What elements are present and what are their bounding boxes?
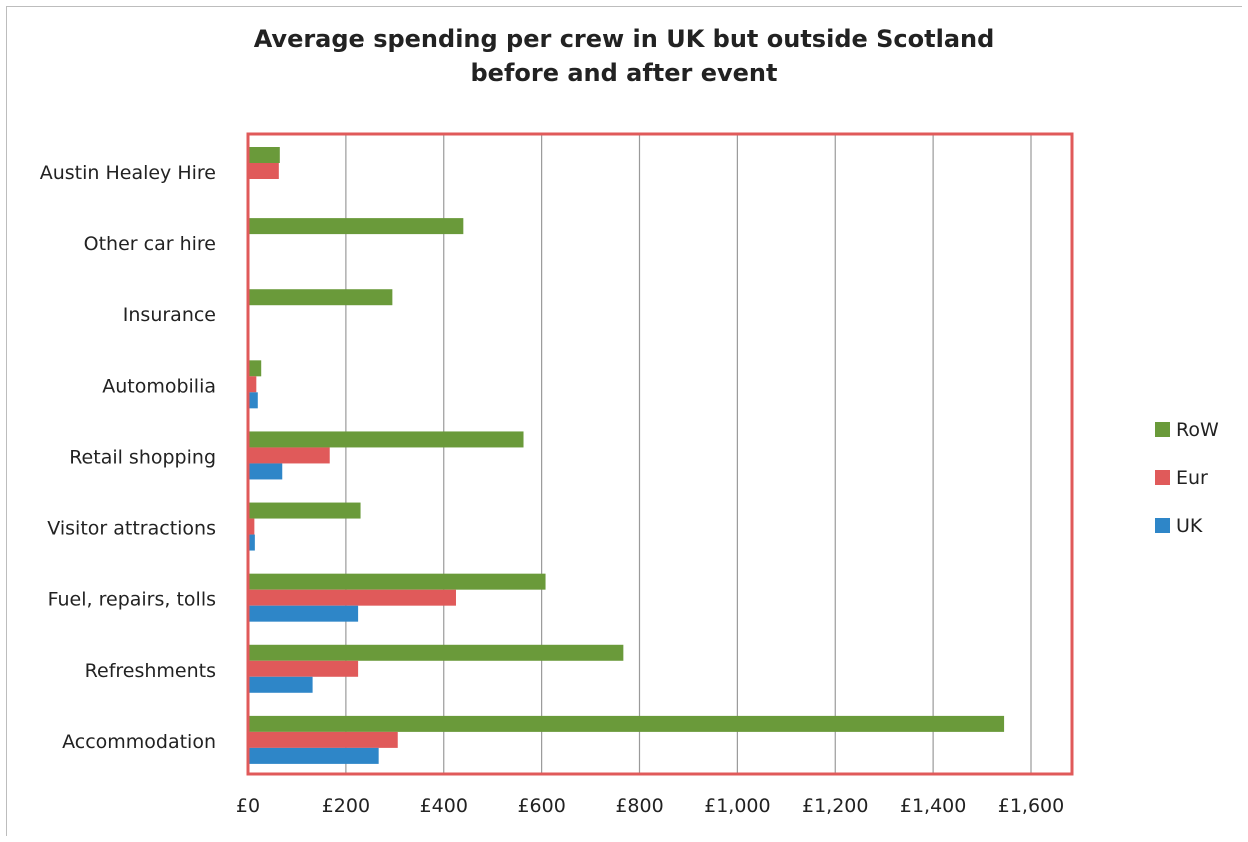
- bars: [248, 147, 1005, 764]
- x-tick-label: £1,400: [900, 795, 966, 817]
- category-label: Accommodation: [62, 731, 216, 753]
- bar-row: [248, 218, 464, 235]
- grid-lines: [345, 134, 1032, 774]
- x-tick-label: £200: [322, 795, 370, 817]
- category-label: Visitor attractions: [47, 518, 216, 540]
- legend-swatch-uk: [1155, 518, 1170, 533]
- legend-label-uk: UK: [1176, 515, 1203, 537]
- bar-row: [248, 147, 280, 163]
- bar-row: [248, 573, 546, 590]
- bar-eur: [248, 447, 330, 464]
- x-tick-label: £800: [615, 795, 663, 817]
- bar-uk: [248, 463, 283, 480]
- chart-title: Average spending per crew in UK but outs…: [0, 22, 1248, 90]
- category-label: Austin Healey Hire: [40, 162, 216, 184]
- bar-eur: [248, 731, 398, 748]
- plot-border: [246, 132, 1074, 776]
- bar-row: [248, 360, 262, 377]
- bar-uk: [248, 676, 313, 693]
- bar-row: [248, 644, 624, 661]
- category-label: Fuel, repairs, tolls: [48, 589, 216, 611]
- category-label: Insurance: [123, 304, 216, 326]
- bar-eur: [248, 376, 257, 393]
- x-tick-label: £600: [517, 795, 565, 817]
- legend-label-eur: Eur: [1176, 467, 1208, 489]
- bar-row: [248, 431, 524, 448]
- legend: RoW Eur UK: [1155, 419, 1219, 537]
- bar-uk: [248, 534, 255, 551]
- x-tick-label: £1,200: [802, 795, 868, 817]
- legend-swatch-eur: [1155, 470, 1170, 485]
- bar-eur: [248, 589, 456, 606]
- bar-eur: [248, 518, 255, 535]
- bar-eur: [248, 163, 279, 179]
- x-tick-label: £1,600: [998, 795, 1064, 817]
- bar-row: [248, 715, 1005, 732]
- bar-uk: [248, 605, 359, 622]
- category-label: Automobilia: [102, 375, 216, 397]
- bar-row: [248, 289, 393, 306]
- category-label: Retail shopping: [69, 446, 216, 468]
- bar-row: [248, 502, 361, 519]
- bar-uk: [248, 747, 379, 764]
- category-labels: Austin Healey Hire Other car hire Insuranc…: [40, 162, 216, 753]
- x-tick-label: £0: [236, 795, 260, 817]
- x-tick-label: £1,000: [704, 795, 770, 817]
- chart-frame: [6, 6, 1242, 836]
- bar-eur: [248, 660, 359, 677]
- chart-title-line-1: Average spending per crew in UK but outs…: [253, 25, 995, 53]
- x-tick-label: £400: [420, 795, 468, 817]
- x-tick-labels: £0 £200 £400 £600 £800 £1,000 £1,200 £1,400 £1,6…: [236, 795, 1064, 817]
- chart-title-line-2: before and after event: [470, 59, 778, 87]
- legend-label-row: RoW: [1176, 419, 1219, 441]
- legend-swatch-row: [1155, 422, 1170, 437]
- category-label: Other car hire: [84, 233, 216, 255]
- category-label: Refreshments: [85, 660, 216, 682]
- bar-uk: [248, 392, 258, 409]
